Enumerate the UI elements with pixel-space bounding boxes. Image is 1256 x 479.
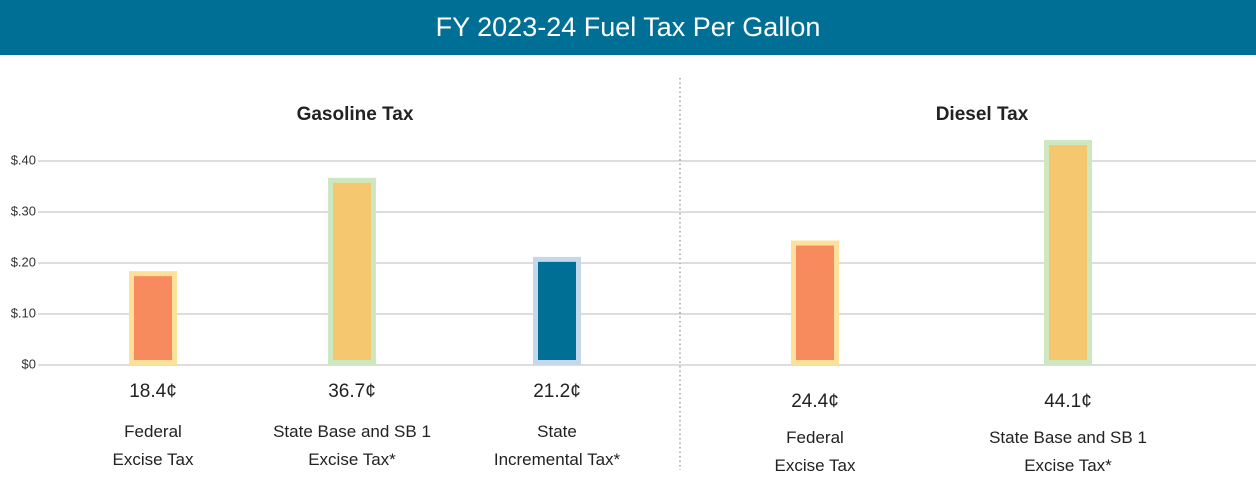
value-label: 24.4¢ [791,391,839,412]
y-tick-label: $.40 [11,152,36,167]
value-label: 44.1¢ [1044,391,1092,412]
x-tick-label: State Base and SB 1 Excise Tax* [989,428,1147,475]
x-tick-label: Federal Excise Tax [112,422,194,469]
x-tick-label: Federal Excise Tax [774,428,856,475]
x-tick-label: State Incremental Tax* [493,422,621,469]
panel-title: Diesel Tax [936,104,1029,125]
y-tick-label: $.20 [11,254,36,269]
bar [129,271,177,365]
y-tick-label: $.10 [11,305,36,320]
bar [1044,140,1092,365]
header-title: FY 2023-24 Fuel Tax Per Gallon [0,0,1256,55]
y-tick-label: $0 [22,356,36,371]
bar [791,240,839,365]
bar [533,256,581,366]
x-tick-label: State Base and SB 1 Excise Tax* [273,422,431,469]
y-tick-label: $.30 [11,203,36,218]
panel-title: Gasoline Tax [297,104,414,125]
value-label: 21.2¢ [533,381,581,402]
bar [328,177,376,365]
value-label: 18.4¢ [129,381,177,402]
value-label: 36.7¢ [328,381,376,402]
